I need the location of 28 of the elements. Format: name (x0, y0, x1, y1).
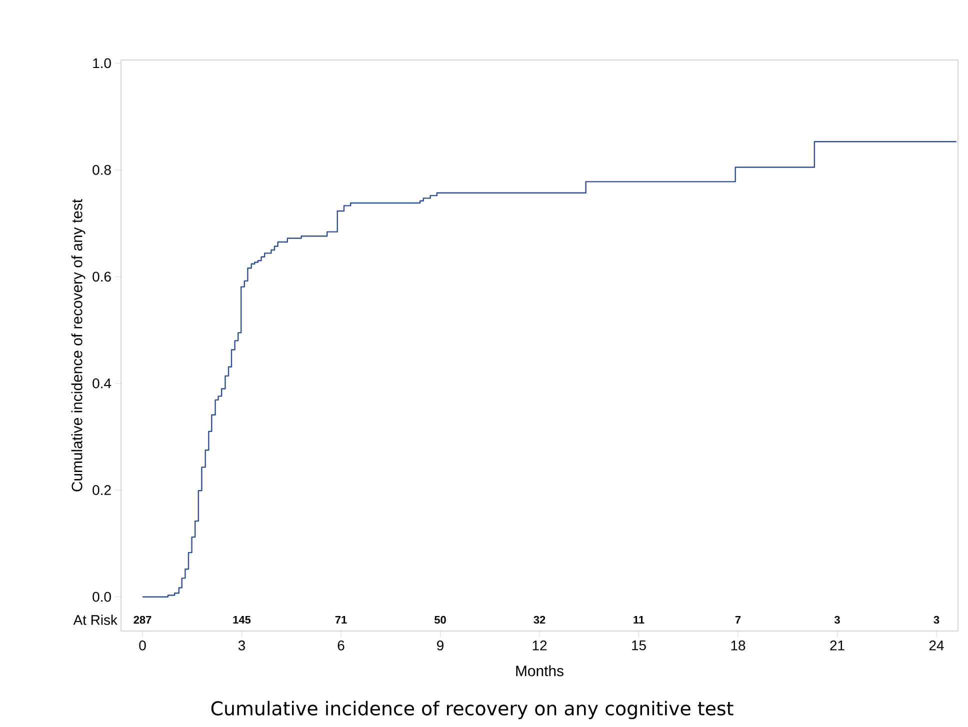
x-tick-label: 12 (532, 640, 547, 650)
text: Cumulative incidence of recovery on any cognitive test (211, 700, 734, 720)
x-tick-label: 18 (731, 640, 746, 650)
y-tick-label: 0.4 (92, 378, 112, 388)
annotation: 287 (134, 616, 152, 624)
y-axis-title: Cumulative incidence of recovery of any test (71, 199, 86, 492)
annotation: 145 (233, 616, 251, 624)
annotation: 7 (735, 616, 741, 624)
x-tick-label: 3 (238, 640, 246, 650)
annotation: 50 (434, 616, 446, 624)
annotation: 32 (534, 616, 546, 624)
text: At Risk (73, 614, 118, 625)
x-axis-title: Months (516, 665, 564, 676)
annotation: 71 (335, 616, 347, 624)
y-tick-label: 0.2 (92, 485, 111, 496)
x-tick-label: 6 (338, 640, 344, 650)
y-tick-label: 0.8 (92, 164, 111, 175)
x-tick-label: 21 (830, 640, 844, 650)
annotation: 3 (934, 616, 940, 624)
annotation: 3 (834, 616, 840, 624)
y-tick-label: 0.0 (92, 592, 111, 602)
y-tick-label: 1.0 (93, 58, 111, 68)
annotation: 11 (634, 616, 644, 624)
y-tick-label: 0.6 (92, 272, 111, 282)
x-tick-label: 9 (437, 640, 444, 650)
x-tick-label: 15 (632, 640, 646, 650)
x-tick-label: 0 (139, 640, 146, 650)
x-tick-label: 24 (929, 640, 944, 650)
